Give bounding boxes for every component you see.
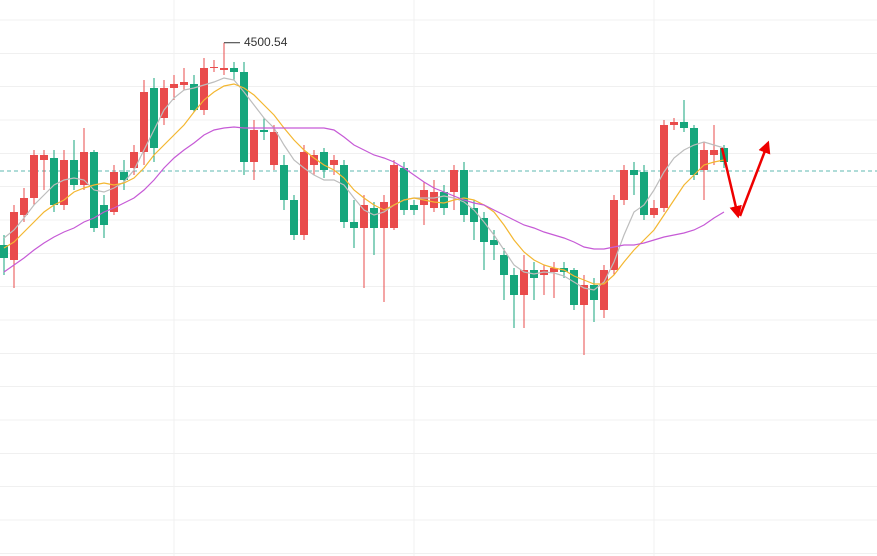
candle-body <box>230 68 238 72</box>
candle-body <box>670 122 678 125</box>
candle-body <box>60 160 68 205</box>
max-label: 4500.54 <box>244 35 288 49</box>
candle-body <box>0 245 8 258</box>
candle-body <box>300 152 308 235</box>
candle-body <box>360 205 368 228</box>
candle-body <box>240 72 248 162</box>
candle-body <box>110 172 118 212</box>
ma-line <box>3 126 725 273</box>
candle-body <box>610 200 618 270</box>
candle-body <box>430 192 438 208</box>
candle-body <box>310 155 318 165</box>
candle-body <box>80 152 88 185</box>
candle-body <box>170 84 178 88</box>
candle-body <box>140 92 148 152</box>
candle-body <box>160 88 168 118</box>
candle-body <box>590 285 598 300</box>
candle-body <box>500 255 508 275</box>
candle-body <box>200 68 208 110</box>
candle-body <box>600 270 608 310</box>
candle-body <box>630 170 638 175</box>
candle-body <box>400 168 408 210</box>
candle-body <box>10 212 18 260</box>
candle-body <box>640 172 648 215</box>
ma-line <box>3 77 725 291</box>
candle-body <box>520 270 528 295</box>
candle-body <box>380 202 388 228</box>
candle-body <box>580 285 588 305</box>
candle-body <box>370 208 378 228</box>
candle-body <box>320 152 328 170</box>
candle-body <box>100 205 108 225</box>
candle-body <box>70 160 78 185</box>
candle-body <box>620 170 628 200</box>
candle-body <box>20 198 28 215</box>
candle-body <box>190 84 198 110</box>
candle-body <box>290 200 298 235</box>
candle-body <box>350 222 358 228</box>
candle-body <box>390 165 398 228</box>
candle-body <box>510 275 518 295</box>
candle-body <box>120 172 128 180</box>
candle-body <box>680 122 688 128</box>
candle-body <box>450 170 458 192</box>
arrow-down <box>720 147 742 219</box>
candle-body <box>280 165 288 200</box>
candle-body <box>210 67 218 68</box>
candle-body <box>700 150 708 170</box>
candle-body <box>150 88 158 148</box>
plot: 4500.54 <box>0 35 728 355</box>
candle-body <box>460 170 468 215</box>
candle-body <box>260 130 268 132</box>
candle-body <box>440 192 448 208</box>
candle-body <box>570 270 578 305</box>
candle-body <box>250 130 258 162</box>
arrow-up <box>738 140 771 217</box>
candle-body <box>330 160 338 165</box>
candle-body <box>130 152 138 168</box>
candle-body <box>40 155 48 160</box>
candle-body <box>650 208 658 215</box>
candle-body <box>340 165 348 222</box>
candle-body <box>710 150 718 155</box>
candle-body <box>50 158 58 205</box>
candle-body <box>470 208 478 222</box>
candle-body <box>660 125 668 208</box>
ma-line <box>3 83 725 285</box>
candle-body <box>410 205 418 210</box>
candle-body <box>490 240 498 245</box>
candle-body <box>550 268 558 272</box>
candle-body <box>690 128 698 175</box>
candle-body <box>220 68 228 70</box>
candle-body <box>180 82 188 85</box>
candle-body <box>30 155 38 198</box>
candle-body <box>480 218 488 242</box>
candle-body <box>270 132 278 165</box>
